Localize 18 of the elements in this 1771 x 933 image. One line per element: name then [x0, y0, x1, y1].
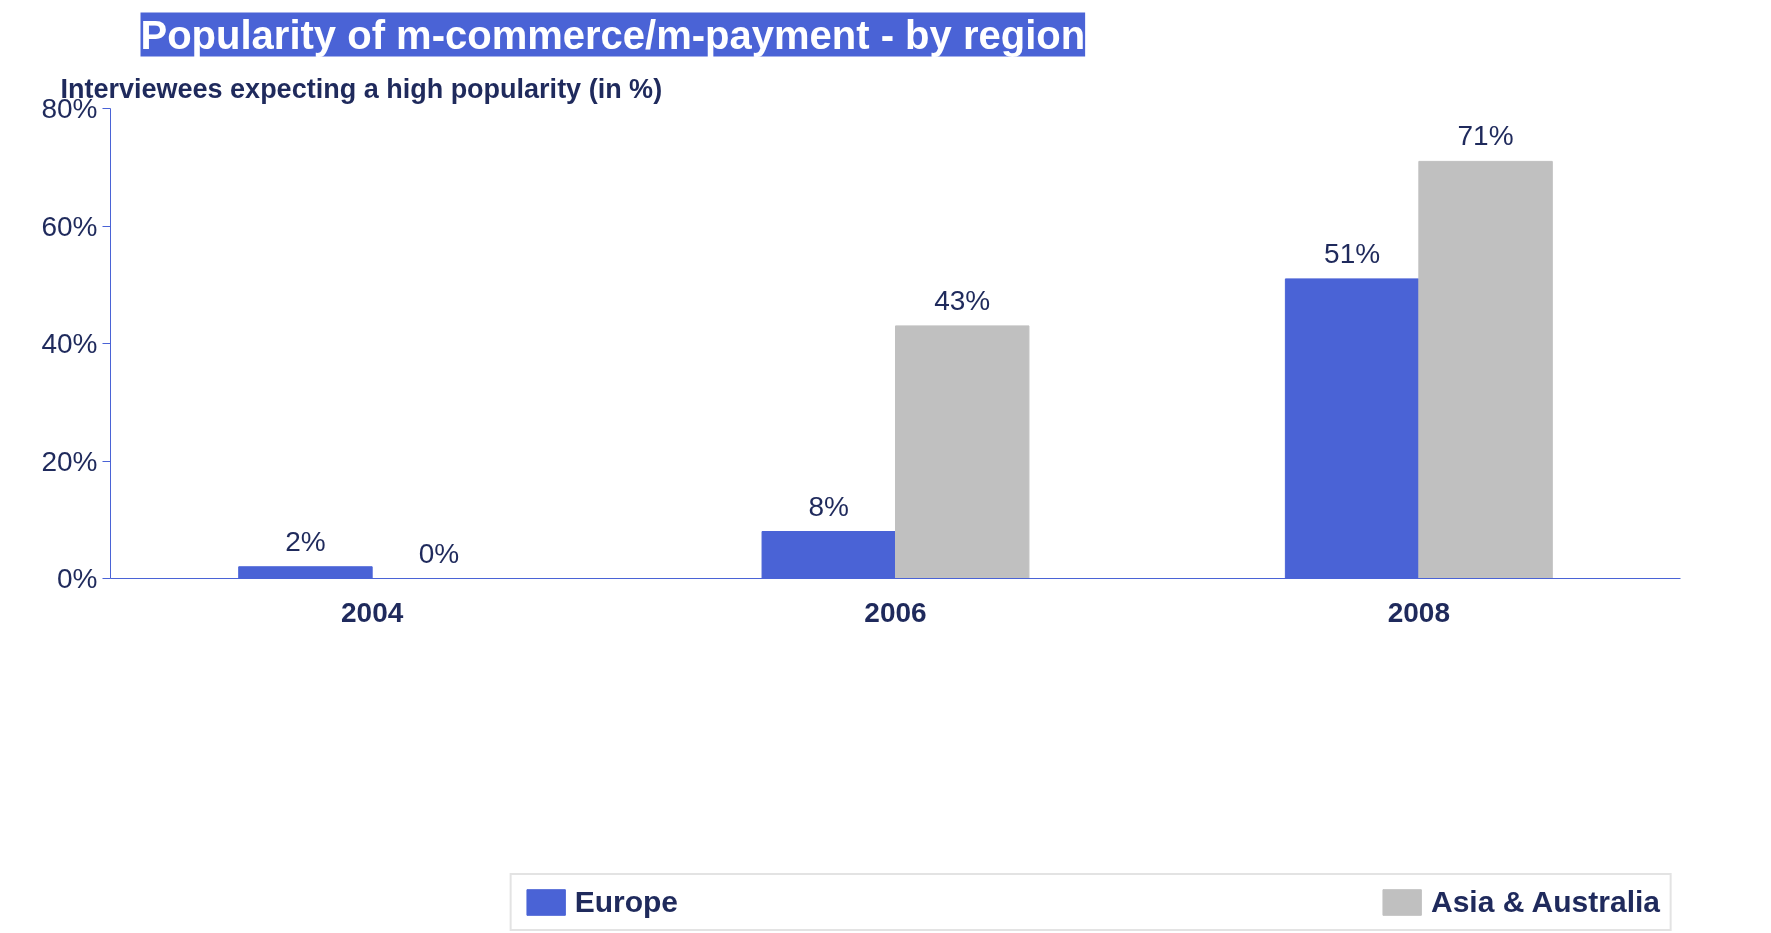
y-tick-label: 0%	[57, 563, 98, 594]
data-label: 51%	[1324, 237, 1381, 269]
legend-label: Asia & Australia	[1431, 885, 1660, 919]
x-tick-label: 2008	[1387, 596, 1450, 628]
y-tick-label: 40%	[41, 328, 98, 359]
data-label: 0%	[418, 537, 460, 569]
x-tick-label: 2006	[864, 596, 927, 628]
data-label: 2%	[285, 525, 326, 557]
y-tick-label: 20%	[41, 445, 98, 477]
data-label: 8%	[808, 490, 850, 522]
data-label: 71%	[1457, 120, 1514, 152]
bar	[895, 325, 1030, 579]
y-tick-label: 60%	[41, 210, 98, 242]
data-label: 43%	[934, 284, 991, 316]
bar	[1418, 160, 1553, 579]
chart-title: Popularity of m-commerce/m-payment - by region	[140, 12, 1086, 57]
legend-label: Europe	[574, 885, 679, 919]
x-tick-label: 2004	[341, 596, 404, 628]
